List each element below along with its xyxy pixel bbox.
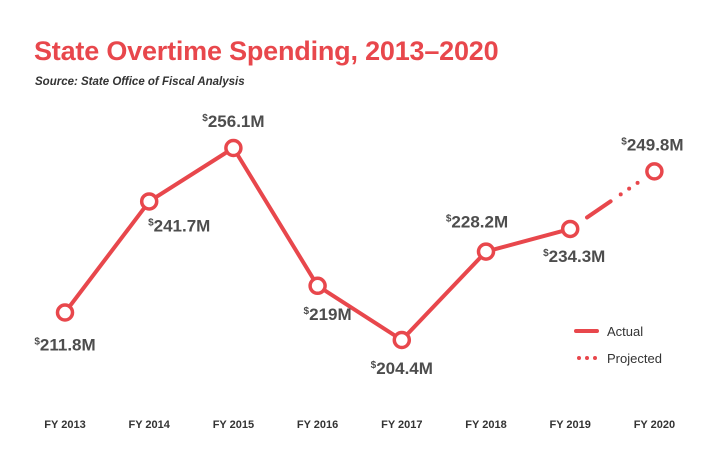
data-point-fy-2018 [476, 242, 496, 261]
data-point-fy-2016 [308, 276, 327, 296]
series-line-projected [585, 199, 613, 220]
x-tick-fy-2018: FY 2018 [465, 419, 506, 431]
x-tick-fy-2015: FY 2015 [213, 419, 254, 431]
x-tick-fy-2013: FY 2013 [44, 419, 85, 431]
legend-label-actual: Actual [607, 324, 643, 339]
data-point-fy-2020 [645, 162, 664, 181]
x-tick-fy-2020: FY 2020 [634, 419, 675, 431]
projected-dot-2 [627, 186, 632, 191]
data-point-fy-2015 [224, 138, 243, 158]
data-label-fy-2018: $228.2M [446, 213, 508, 232]
projected-dot-3 [635, 180, 640, 185]
data-label-fy-2020: $249.8M [621, 135, 683, 154]
legend-swatch-projected [577, 356, 597, 360]
projected-dot-1 [618, 192, 623, 197]
chart-subtitle: Source: State Office of Fiscal Analysis [35, 76, 245, 88]
data-label-fy-2013: $211.8M [34, 336, 95, 355]
data-label-fy-2015: $256.1M [202, 112, 264, 131]
x-tick-fy-2016: FY 2016 [297, 419, 338, 431]
data-point-fy-2013 [55, 303, 75, 322]
data-points [55, 138, 664, 350]
data-point-fy-2017 [392, 330, 412, 350]
legend-label-projected: Projected [607, 351, 662, 366]
data-label-fy-2016: $219M [304, 305, 352, 324]
data-label-fy-2019: $234.3M [543, 247, 605, 266]
x-axis-ticks: FY 2013 FY 2014 FY 2015 FY 2016 FY 2017 FY 20… [44, 419, 675, 431]
data-label-fy-2014: $241.7M [148, 216, 210, 235]
x-tick-fy-2019: FY 2019 [550, 419, 591, 431]
data-point-fy-2014 [139, 192, 159, 211]
legend: Actual Projected [574, 324, 662, 366]
chart-title: State Overtime Spending, 2013–2020 [34, 36, 499, 66]
x-tick-fy-2017: FY 2017 [381, 419, 422, 431]
data-label-fy-2017: $204.4M [371, 359, 433, 378]
data-labels: $211.8M $241.7M $256.1M $219M $204.4M $228.2M… [34, 112, 683, 378]
series-lines [63, 146, 640, 342]
data-point-fy-2019 [560, 219, 580, 239]
x-tick-fy-2014: FY 2014 [129, 419, 171, 431]
